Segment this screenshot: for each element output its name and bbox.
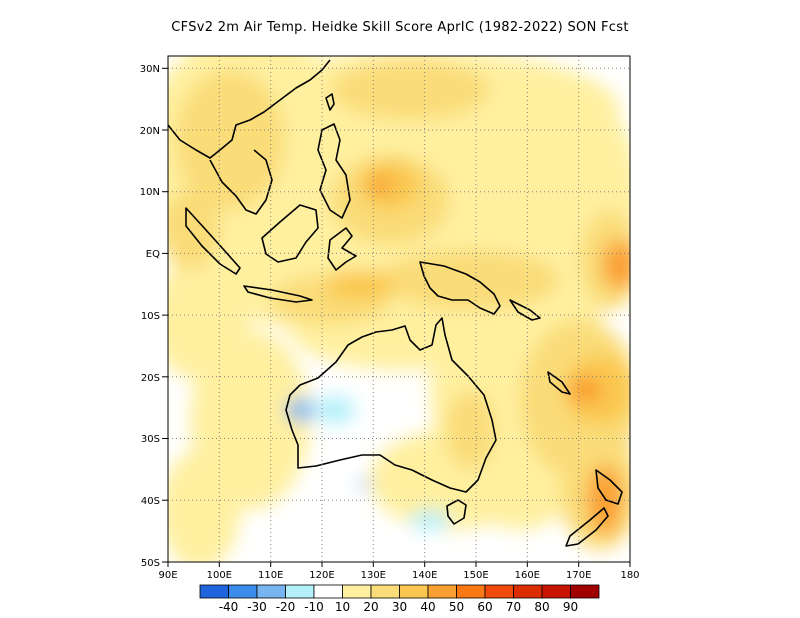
coastlines bbox=[168, 59, 623, 547]
mainland-asia-coastline bbox=[168, 59, 331, 215]
lat-tick-labels: 30N 20N 10N EQ 10S 20S 30S 40S 50S bbox=[140, 64, 160, 569]
lat-label-10s: 10S bbox=[141, 311, 160, 322]
colorbar-swatch bbox=[256, 584, 286, 599]
lon-label-130e: 130E bbox=[361, 570, 386, 581]
taiwan-coastline bbox=[325, 93, 335, 111]
colorbar-label: 10 bbox=[335, 600, 350, 614]
tasmania-coastline bbox=[446, 499, 467, 525]
new-guinea-coastline bbox=[419, 261, 501, 315]
lat-label-30s: 30S bbox=[141, 434, 160, 445]
map-field bbox=[168, 56, 630, 562]
lon-tick-marks bbox=[167, 562, 631, 567]
lat-label-20s: 20S bbox=[141, 373, 160, 384]
colorbar-label: -40 bbox=[219, 600, 239, 614]
colorbar-label: 40 bbox=[420, 600, 435, 614]
lat-label-20n: 20N bbox=[140, 126, 160, 137]
new-zealand-south-coastline bbox=[565, 507, 609, 547]
colorbar-label: -20 bbox=[276, 600, 296, 614]
colorbar-label: 30 bbox=[392, 600, 407, 614]
lon-tick-labels: 90E 100E 110E 120E 130E 140E 150E 160E 1… bbox=[158, 570, 639, 581]
sulawesi-coastline bbox=[327, 227, 357, 271]
colorbar bbox=[199, 584, 600, 599]
colorbar-label: -30 bbox=[247, 600, 267, 614]
colorbar-swatch bbox=[199, 584, 229, 599]
lon-label-170e: 170E bbox=[566, 570, 591, 581]
lon-label-150e: 150E bbox=[463, 570, 488, 581]
lat-label-30n: 30N bbox=[140, 64, 160, 75]
java-coastline bbox=[243, 285, 313, 303]
colorbar-swatch bbox=[285, 584, 315, 599]
lat-label-10n: 10N bbox=[140, 187, 160, 198]
colorbar-swatch bbox=[570, 584, 600, 599]
lon-label-110e: 110E bbox=[258, 570, 283, 581]
colorbar-swatch bbox=[399, 584, 429, 599]
australia-coastline bbox=[285, 317, 497, 493]
colorbar-label: 80 bbox=[534, 600, 549, 614]
colorbar-swatch bbox=[513, 584, 543, 599]
lon-label-100e: 100E bbox=[207, 570, 232, 581]
solomon-islands-coastline bbox=[509, 299, 541, 321]
grid-lines bbox=[168, 56, 630, 562]
new-caledonia-coastline bbox=[547, 371, 571, 395]
lat-label-eq: EQ bbox=[146, 249, 160, 260]
borneo-coastline bbox=[261, 204, 319, 263]
lat-label-50s: 50S bbox=[141, 558, 160, 569]
chart-title: CFSv2 2m Air Temp. Heidke Skill Score Ap… bbox=[171, 20, 629, 35]
sumatra-coastline bbox=[185, 207, 241, 275]
colorbar-label: -10 bbox=[304, 600, 324, 614]
colorbar-swatch bbox=[484, 584, 514, 599]
colorbar-swatch bbox=[456, 584, 486, 599]
colorbar-labels: -40 -30 -20 -10 10 20 30 40 50 60 70 80 90 bbox=[219, 600, 578, 614]
lon-label-140e: 140E bbox=[412, 570, 437, 581]
new-zealand-north-coastline bbox=[595, 469, 623, 505]
colorbar-swatch bbox=[370, 584, 400, 599]
lon-label-120e: 120E bbox=[309, 570, 334, 581]
map-frame bbox=[167, 55, 631, 563]
colorbar-label: 60 bbox=[477, 600, 492, 614]
colorbar-label: 50 bbox=[449, 600, 464, 614]
colorbar-swatch bbox=[541, 584, 571, 599]
lat-tick-marks bbox=[162, 67, 168, 563]
colorbar-swatch bbox=[313, 584, 343, 599]
colorbar-swatch bbox=[427, 584, 457, 599]
colorbar-swatch bbox=[228, 584, 258, 599]
colorbar-swatch bbox=[342, 584, 372, 599]
lon-label-90e: 90E bbox=[158, 570, 177, 581]
lon-label-160e: 160E bbox=[515, 570, 540, 581]
colorbar-label: 70 bbox=[506, 600, 521, 614]
lat-label-40s: 40S bbox=[141, 496, 160, 507]
colorbar-label: 20 bbox=[363, 600, 378, 614]
philippines-coastline bbox=[317, 123, 351, 219]
lon-label-180: 180 bbox=[620, 570, 639, 581]
colorbar-label: 90 bbox=[563, 600, 578, 614]
